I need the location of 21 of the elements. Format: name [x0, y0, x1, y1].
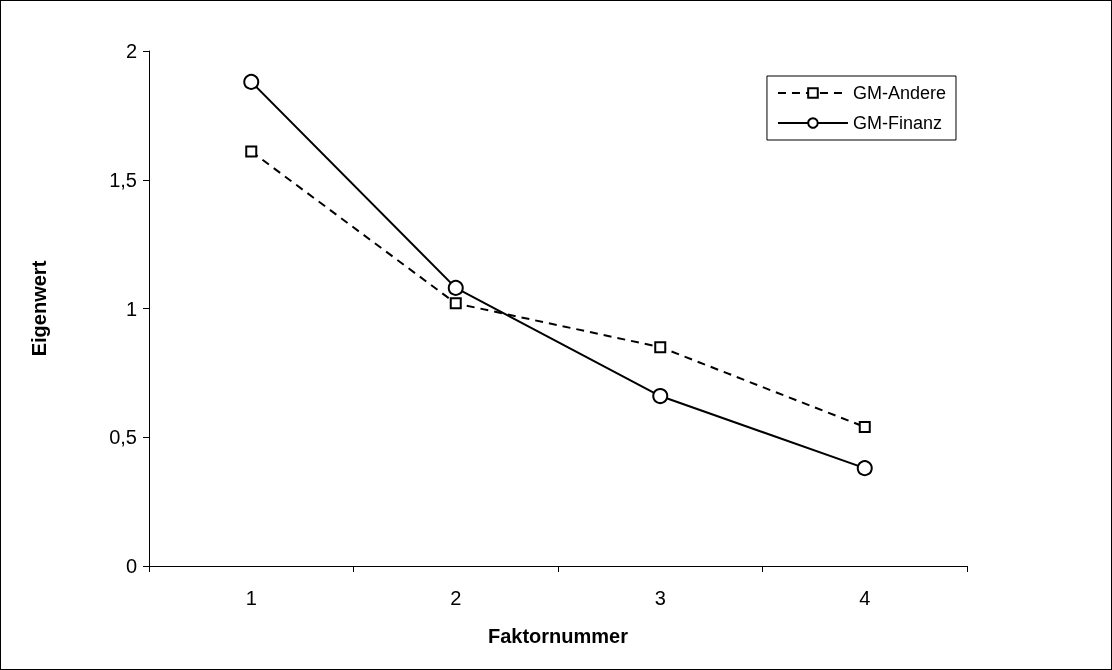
- legend-label: GM-Finanz: [852, 113, 942, 133]
- point: [245, 145, 258, 158]
- point: [858, 420, 871, 433]
- x-tick-label: 4: [859, 587, 871, 609]
- y-axis-title: Eigenwert: [28, 260, 50, 357]
- point: [243, 73, 260, 90]
- x-tick-label: 1: [245, 587, 257, 609]
- x-tick-label: 3: [654, 587, 666, 609]
- y-tick-label: 2: [125, 40, 137, 62]
- point: [654, 341, 667, 354]
- point: [449, 297, 462, 310]
- y-tick-label: 0,5: [109, 426, 137, 449]
- x-axis-title: Faktornummer: [487, 625, 629, 647]
- point: [856, 460, 873, 477]
- point: [652, 388, 669, 405]
- legend-label: GM-Andere: [852, 83, 947, 103]
- y-tick-label: 0: [125, 555, 137, 577]
- x-tick-label: 2: [450, 587, 462, 609]
- y-tick-label: 1: [125, 297, 137, 320]
- y-tick-label: 1,5: [109, 168, 137, 191]
- point: [447, 279, 464, 296]
